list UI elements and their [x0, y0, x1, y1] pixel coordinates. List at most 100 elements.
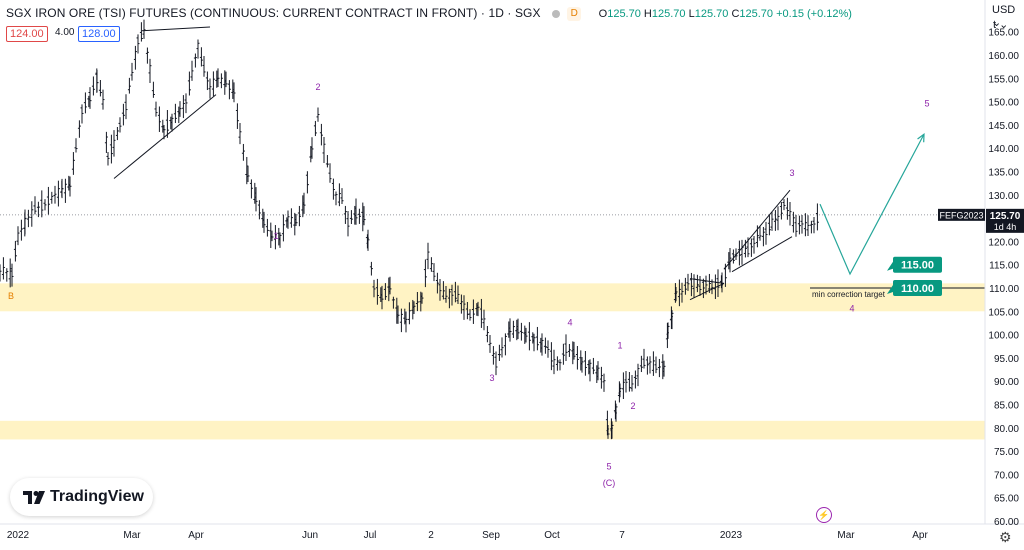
ohlc-bar	[208, 78, 212, 99]
symbol-title[interactable]: SGX IRON ORE (TSI) FUTURES (CONTINUOUS: …	[6, 6, 541, 20]
ohlc-bar	[5, 268, 9, 282]
ohlc-bar	[10, 263, 14, 287]
tradingview-logo[interactable]: TradingView	[10, 478, 153, 516]
ohlc-bar	[249, 179, 253, 199]
trendline	[689, 278, 725, 284]
price-axis[interactable]: 60.00 65.00 70.00 75.00 80.00 85.00 90.00 95.00…	[988, 28, 1019, 528]
ohlc-bar	[426, 242, 430, 270]
ohlc-bar	[552, 349, 556, 375]
ohlc-bar	[701, 278, 705, 299]
ohlc-bar	[101, 89, 105, 110]
ohlc-bar	[340, 188, 344, 205]
ohlc-bar	[211, 71, 215, 97]
ohlc-bar	[543, 337, 547, 354]
price-tick: 110.00	[989, 284, 1019, 295]
scale-toggle[interactable]: t ⌄	[993, 18, 1008, 31]
ohlc-bar	[224, 71, 228, 88]
ohlc-bar	[262, 211, 266, 233]
currency-menu[interactable]: USD ⌄	[992, 4, 1024, 29]
ohlc-bar	[26, 209, 30, 228]
ohlc-bar	[752, 235, 756, 254]
ohlc-bar	[423, 259, 427, 288]
ohlc-bar	[555, 356, 559, 371]
ohlc-bar	[415, 291, 419, 312]
lightning-icon[interactable]: ⚡	[816, 507, 832, 523]
ohlc-bar	[80, 104, 84, 124]
change-value: +0.15 (+0.12%)	[776, 8, 852, 20]
ohlc-bar	[8, 258, 12, 288]
ohlc-bar	[497, 344, 501, 361]
time-tick: Mar	[837, 530, 855, 541]
ohlc-bar	[383, 283, 387, 300]
ohlc-bar	[98, 80, 102, 97]
ohlc-bar	[596, 361, 600, 381]
ohlc-bar	[369, 261, 373, 276]
ohlc-bar	[235, 103, 239, 129]
ohlc-bar	[645, 356, 649, 375]
ohlc-bar	[13, 240, 17, 262]
wave-label: 2	[630, 401, 635, 411]
ohlc-bar	[68, 176, 72, 197]
ohlc-bar	[95, 70, 99, 93]
gear-icon[interactable]: ⚙	[999, 529, 1012, 545]
ohlc-bar	[654, 356, 658, 374]
ohlc-bar	[749, 238, 753, 257]
ohlc-bar	[761, 226, 765, 247]
time-tick: Jul	[364, 530, 377, 541]
ohlc-bar	[800, 215, 804, 234]
ohlc-bar	[737, 240, 741, 266]
ohlc-bar	[404, 311, 408, 333]
high-label: H	[643, 8, 652, 20]
ohlc-bar	[485, 325, 489, 343]
target-box: 115.00	[887, 256, 942, 273]
ohlc-bar	[456, 285, 460, 305]
ohlc-bar	[316, 107, 320, 122]
ohlc-bar	[773, 210, 777, 231]
ohlc-bar	[281, 214, 285, 242]
price-tag-countdown: 1d 4h	[994, 222, 1017, 232]
time-tick: 2022	[7, 530, 30, 541]
ohlc-bar	[151, 81, 155, 98]
price-tick: 95.00	[994, 354, 1019, 365]
ohlc-bar	[441, 281, 445, 300]
price-tick: 165.00	[988, 28, 1019, 39]
ohlc-bar	[63, 178, 67, 203]
time-axis[interactable]: 2022 Mar Apr Jun Jul 2 Sep Oct 7 2023 Mar Apr	[7, 530, 929, 541]
ohlc-bar	[375, 278, 379, 305]
ohlc-bar	[199, 47, 203, 67]
ohlc-bar	[254, 187, 258, 212]
ohlc-bar	[154, 101, 158, 117]
wave-label: 5	[606, 462, 611, 472]
ohlc-bar	[391, 296, 395, 309]
ohlc-bar	[776, 206, 780, 231]
trendline	[689, 282, 725, 301]
close-label: C	[731, 8, 740, 20]
ohlc-bar	[56, 180, 60, 207]
ohlc-bar	[354, 198, 358, 225]
ohlc-bar	[265, 218, 269, 237]
ohlc-bar	[109, 134, 113, 164]
ohlc-bar	[270, 230, 274, 242]
ohlc-bar	[770, 212, 774, 231]
ohlc-bar	[289, 208, 293, 228]
projection-arrow	[819, 133, 925, 276]
ohlc-bar	[680, 282, 684, 303]
wave-label: 3	[789, 168, 794, 178]
ohlc-bar	[564, 334, 568, 362]
ohlc-bar	[516, 318, 520, 340]
ohlc-bar	[788, 202, 792, 226]
ohlc-bar	[173, 103, 177, 124]
ohlc-bar	[170, 113, 174, 132]
ohlc-bar	[190, 60, 194, 81]
ohlc-bar	[602, 373, 606, 392]
ohlc-bar	[488, 335, 492, 353]
delayed-data-badge[interactable]: D	[567, 6, 582, 21]
ask-price[interactable]: 128.00	[78, 26, 120, 42]
bid-price[interactable]: 124.00	[6, 26, 48, 42]
ohlc-bar	[580, 357, 584, 373]
ohlc-bar	[662, 360, 666, 377]
wave-label: 1	[273, 231, 278, 241]
ohlc-bar	[104, 131, 108, 153]
ohlc-bar	[133, 45, 137, 70]
